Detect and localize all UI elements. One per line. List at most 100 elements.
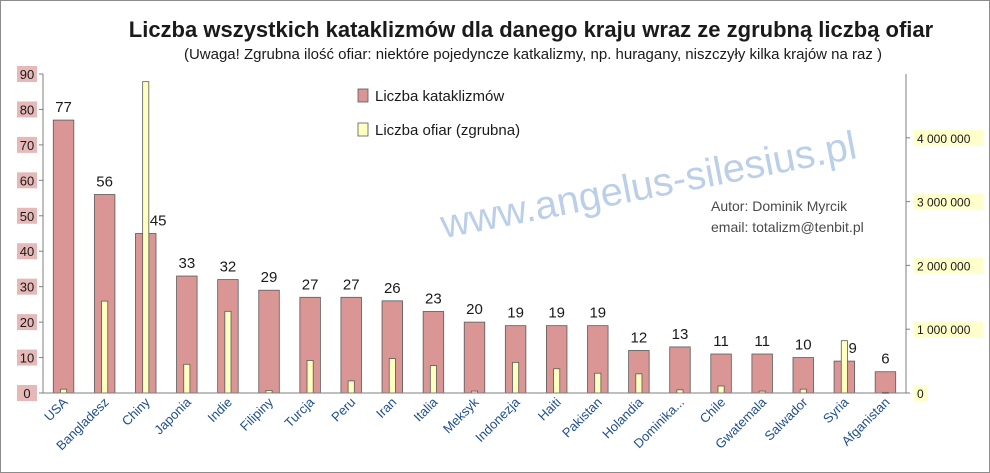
left-tick-bg (17, 136, 37, 153)
right-tick-label: 0 (917, 387, 924, 401)
left-tick-bg (17, 101, 37, 118)
x-tick-label: Peru (328, 395, 358, 425)
x-tick-label: Syria (820, 394, 852, 426)
bar-victims (224, 310, 232, 394)
x-tick-label: Turcja (281, 394, 317, 430)
x-tick-label: USA (41, 394, 71, 424)
data-label: 20 (466, 301, 483, 318)
data-label: 56 (96, 174, 113, 191)
left-tick-label: 60 (20, 173, 34, 188)
bar-victims (388, 358, 396, 394)
chart-subtitle: (Uwaga! Zgrubna ilość ofiar: niektóre po… (184, 46, 882, 63)
chart-title: Liczba wszystkich kataklizmów dla danego… (129, 17, 934, 42)
left-tick-bg (17, 349, 37, 366)
left-tick-label: 20 (20, 315, 34, 330)
right-tick-label: 1 000 000 (917, 323, 971, 337)
right-tick-bg (914, 129, 983, 146)
left-tick-bg (17, 385, 37, 401)
left-tick-label: 40 (20, 244, 34, 259)
legend: Liczba kataklizmów Liczba ofiar (zgrubna… (357, 88, 520, 139)
bar-victims (60, 388, 68, 394)
x-tick-label: Indie (205, 395, 236, 426)
data-label: 11 (754, 333, 770, 350)
bar-catastrophes (669, 346, 691, 394)
bar-victims (183, 363, 191, 394)
x-tick-label: Japonia (151, 394, 194, 437)
data-label: 19 (548, 305, 565, 322)
legend-swatch-victims (357, 122, 369, 137)
bar-catastrophes (751, 353, 773, 394)
bar-catastrophes (792, 357, 814, 394)
bar-victims (347, 380, 355, 394)
bar-catastrophes (874, 371, 897, 394)
bar-victims (840, 340, 848, 394)
x-tick-label: Filipiny (237, 394, 277, 434)
left-tick-label: 50 (20, 209, 34, 224)
legend-label-victims: Liczba ofiar (zgrubna) (375, 122, 520, 139)
bar-victims (553, 368, 561, 394)
left-tick-label: 90 (20, 67, 34, 82)
bar-victims (429, 365, 437, 394)
right-tick-bg (914, 385, 927, 401)
bar-victims (799, 388, 807, 394)
data-label: 29 (261, 269, 278, 286)
left-tick-bg (17, 207, 37, 224)
bar-victims (635, 373, 643, 394)
data-label: 33 (178, 255, 195, 272)
data-label: 12 (631, 329, 648, 346)
data-label: 9 (848, 340, 856, 357)
x-tick-label: Indonezja (472, 394, 523, 445)
data-label: 23 (425, 290, 442, 307)
data-label: 10 (795, 337, 812, 354)
x-tick-label: Pakistan (559, 395, 605, 441)
x-tick-label: Chiny (119, 394, 153, 428)
left-tick-label: 30 (20, 280, 34, 295)
data-label: 77 (55, 99, 72, 116)
bar-victims (717, 385, 725, 394)
data-label: 13 (672, 326, 689, 343)
data-label: 6 (881, 351, 889, 368)
left-tick-bg (17, 314, 37, 331)
data-label: 19 (507, 305, 524, 322)
right-axis-ticks: 0 1 000 000 2 000 000 3 000 000 4 000 000 (906, 129, 983, 401)
left-tick-label: 80 (20, 102, 34, 117)
x-tick-label: Iran (373, 395, 399, 421)
right-tick-label: 4 000 000 (917, 132, 971, 146)
bar-catastrophes (340, 296, 362, 394)
right-tick-bg (914, 321, 983, 338)
left-axis-ticks: 0 10 20 30 40 50 60 70 80 90 (17, 66, 43, 401)
data-label: 27 (302, 276, 319, 293)
data-label: 19 (589, 305, 606, 322)
right-tick-label: 3 000 000 (917, 196, 971, 210)
x-tick-label: Chile (697, 395, 729, 427)
data-label: 32 (220, 259, 237, 276)
legend-swatch-catastrophes (357, 88, 369, 103)
right-tick-label: 2 000 000 (917, 259, 971, 273)
left-tick-bg (17, 278, 37, 295)
left-tick-bg (17, 66, 37, 82)
data-labels: 77 56 45 33 32 29 27 27 26 23 20 19 19 19 12 13 11 11 10 9 6 (55, 99, 889, 368)
bar-victims (306, 360, 314, 394)
legend-label-catastrophes: Liczba kataklizmów (375, 88, 504, 105)
data-label: 27 (343, 276, 360, 293)
bar-victims (101, 300, 109, 394)
data-label: 11 (713, 333, 729, 350)
data-label: 45 (150, 213, 167, 230)
x-tick-label: Italia (410, 394, 441, 425)
x-tick-label: Salwador (761, 394, 810, 443)
right-tick-bg (914, 193, 983, 210)
left-tick-bg (17, 172, 37, 189)
axes (42, 74, 907, 394)
bar-catastrophes (52, 119, 75, 394)
data-label: 26 (384, 280, 401, 297)
series-catastrophes-bars (52, 119, 897, 394)
left-tick-label: 0 (23, 386, 30, 401)
right-tick-bg (914, 257, 983, 274)
bar-catastrophes (258, 289, 280, 394)
bar-victims (594, 372, 602, 394)
left-tick-label: 10 (20, 351, 34, 366)
email-annotation: email: totalizm@tenbit.pl (711, 219, 864, 235)
